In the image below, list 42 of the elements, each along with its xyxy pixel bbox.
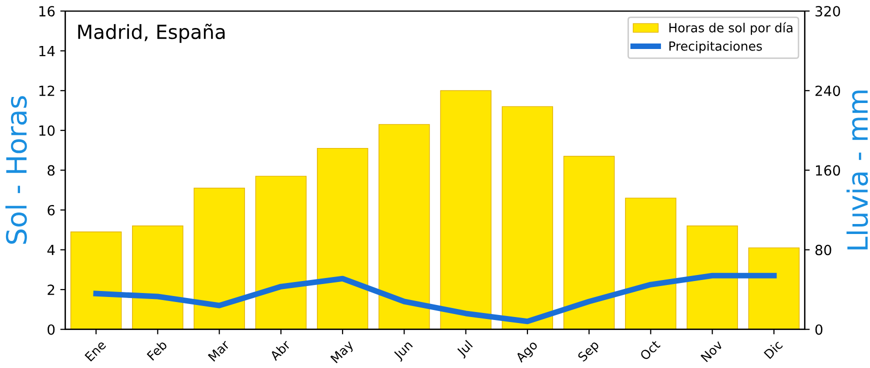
y-axis-title: Sol - Horas: [5, 96, 27, 244]
y2-tick-label: 320: [816, 6, 840, 17]
bar: [563, 156, 615, 330]
bar: [625, 198, 676, 330]
bar: [502, 106, 554, 330]
y-tick-label: 2: [48, 284, 54, 295]
y2-tick-label: 0: [815, 324, 822, 335]
y-tick-label: 6: [48, 204, 55, 216]
y-tick-label: 12: [39, 86, 54, 96]
bar: [255, 176, 307, 330]
legend-label: Horas de sol por día: [669, 22, 792, 35]
x-tick-label: Ago: [514, 340, 540, 365]
x-tick-label: Sep: [577, 340, 602, 364]
bar: [132, 226, 184, 330]
bar: [70, 232, 122, 330]
bar: [748, 247, 800, 330]
y-tick-label: 14: [39, 46, 55, 56]
y2-tick-label: 240: [815, 86, 840, 96]
x-tick-label: Oct: [639, 339, 661, 361]
bar: [194, 188, 245, 330]
x-tick-label: Feb: [146, 340, 168, 361]
y-tick-label: 4: [47, 244, 55, 256]
legend-label: Precipitaciones: [669, 41, 762, 54]
text: Madrid, España: [78, 24, 225, 43]
y-tick-label: 10: [39, 125, 55, 136]
bar: [316, 148, 368, 330]
x-tick-label: Jun: [392, 340, 415, 362]
bar: [378, 124, 430, 330]
x-tick-label: Jul: [456, 340, 475, 359]
y-tick-label: 0: [48, 324, 55, 335]
y2-tick-label: 160: [816, 165, 840, 176]
x-tick-label: Dic: [763, 340, 784, 360]
y-tick-label: 16: [39, 6, 55, 17]
bar: [686, 226, 738, 330]
x-tick-label: Abr: [269, 339, 292, 362]
y-tick-label: 8: [48, 165, 55, 176]
x-tick-label: Nov: [700, 340, 724, 362]
x-tick-label: Mar: [208, 339, 230, 362]
y2-axis-title: Lluvia - mm: [846, 90, 868, 250]
bar: [440, 90, 492, 330]
y2-tick-label: 80: [815, 244, 832, 256]
x-tick-label: Ene: [84, 340, 106, 362]
